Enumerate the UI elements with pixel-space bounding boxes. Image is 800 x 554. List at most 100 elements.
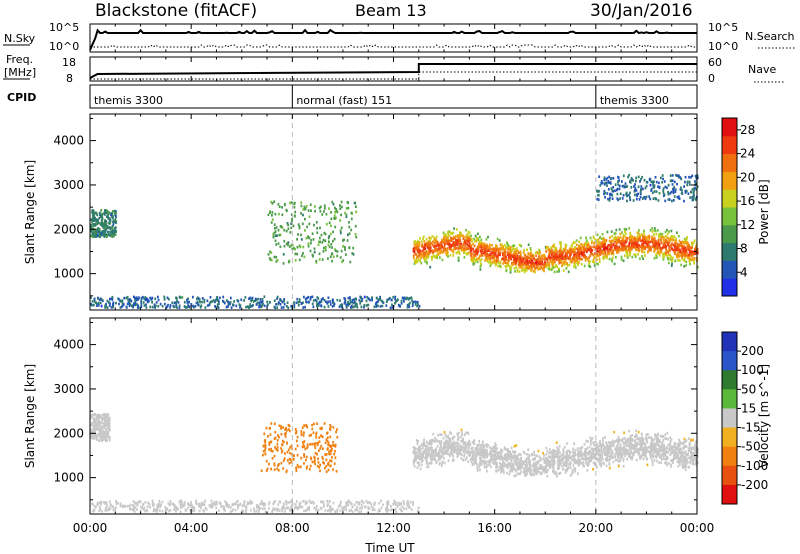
heatmap-cell	[136, 298, 138, 302]
heatmap-cell	[397, 303, 400, 307]
heatmap-cell	[662, 258, 665, 261]
heatmap-cell	[455, 246, 458, 250]
heatmap-cell	[157, 298, 160, 302]
heatmap-cell	[231, 503, 234, 506]
heatmap-cell	[586, 257, 589, 261]
heatmap-cell	[288, 501, 290, 504]
heatmap-cell	[635, 179, 637, 183]
heatmap-cell	[104, 423, 107, 427]
heatmap-cell	[654, 229, 657, 233]
heatmap-cell	[639, 195, 642, 199]
heatmap-cell	[281, 300, 284, 304]
heatmap-cell	[452, 241, 455, 245]
heatmap-cell	[464, 241, 467, 244]
heatmap-cell	[381, 300, 384, 304]
heatmap-cell	[100, 222, 103, 225]
heatmap-cell	[318, 440, 321, 443]
heatmap-cell	[303, 424, 305, 427]
heatmap-cell	[480, 244, 482, 247]
heatmap-cell	[623, 185, 626, 189]
heatmap-cell	[313, 250, 316, 254]
heatmap-cell	[313, 456, 316, 460]
heatmap-cell	[640, 248, 643, 252]
heatmap-cell	[630, 450, 632, 453]
heatmap-cell	[517, 258, 519, 262]
heatmap-cell	[610, 187, 613, 190]
heatmap-cell	[175, 297, 178, 300]
heatmap-cell	[660, 250, 663, 254]
heatmap-cell	[293, 303, 296, 307]
heatmap-cell	[681, 256, 683, 259]
heatmap-cell	[578, 240, 581, 244]
heatmap-cell	[338, 305, 341, 309]
heatmap-cell	[114, 210, 117, 213]
heatmap-cell	[423, 258, 426, 262]
heatmap-cell	[653, 233, 655, 236]
heatmap-cell	[309, 241, 312, 245]
heatmap-cell	[478, 245, 481, 249]
heatmap-cell	[90, 423, 92, 427]
heatmap-cell	[291, 247, 294, 251]
heatmap-cell	[303, 295, 305, 299]
heatmap-cell	[667, 183, 670, 187]
heatmap-cell	[657, 249, 659, 253]
heatmap-cell	[315, 431, 318, 435]
heatmap-cell	[686, 254, 688, 258]
heatmap-cell	[589, 440, 592, 443]
heatmap-cell	[596, 457, 599, 461]
heatmap-cell	[668, 257, 671, 260]
heatmap-cell	[96, 420, 99, 423]
heatmap-cell	[329, 449, 332, 452]
heatmap-cell	[614, 189, 616, 192]
heatmap-cell	[611, 194, 614, 197]
heatmap-cell	[149, 296, 152, 300]
heatmap-cell	[308, 505, 310, 509]
heatmap-cell	[684, 239, 687, 242]
heatmap-cell	[247, 305, 249, 308]
heatmap-cell	[339, 509, 342, 512]
heatmap-cell	[315, 506, 318, 510]
heatmap-cell	[461, 245, 464, 249]
heatmap-cell	[230, 306, 233, 309]
heatmap-cell	[681, 247, 684, 250]
power-y-label: Slant Range [km]	[23, 160, 37, 264]
heatmap-cell	[177, 507, 179, 511]
heatmap-cell	[667, 243, 669, 247]
heatmap-cell	[629, 233, 632, 237]
heatmap-cell	[545, 265, 548, 269]
heatmap-cell	[627, 248, 629, 252]
heatmap-cell	[320, 304, 323, 308]
heatmap-cell	[671, 247, 673, 251]
heatmap-cell	[564, 259, 567, 263]
heatmap-cell	[434, 249, 437, 252]
heatmap-cell	[252, 303, 254, 307]
heatmap-cell	[469, 443, 472, 447]
heatmap-cell	[684, 246, 687, 249]
heatmap-cell	[385, 506, 388, 510]
heatmap-cell	[146, 300, 149, 304]
heatmap-cell	[544, 262, 547, 265]
heatmap-cell	[324, 466, 326, 470]
heatmap-cell	[638, 238, 641, 241]
heatmap-cell	[446, 231, 449, 234]
heatmap-cell	[329, 232, 332, 236]
heatmap-cell	[93, 235, 96, 238]
heatmap-cell	[110, 306, 113, 309]
heatmap-cell	[250, 502, 252, 505]
heatmap-cell	[545, 459, 548, 463]
heatmap-cell	[287, 423, 290, 427]
heatmap-cell	[373, 501, 376, 505]
heatmap-cell	[567, 270, 570, 274]
heatmap-cell	[576, 254, 579, 257]
heatmap-cell	[632, 199, 635, 202]
heatmap-cell	[294, 259, 297, 262]
heatmap-cell	[317, 461, 320, 464]
heatmap-cell	[309, 203, 312, 206]
heatmap-cell	[270, 200, 273, 204]
heatmap-cell	[554, 471, 557, 474]
heatmap-cell	[344, 297, 347, 301]
heatmap-cell	[476, 260, 479, 264]
heatmap-cell	[639, 245, 642, 249]
heatmap-cell	[638, 229, 640, 232]
heatmap-cell	[397, 501, 400, 505]
